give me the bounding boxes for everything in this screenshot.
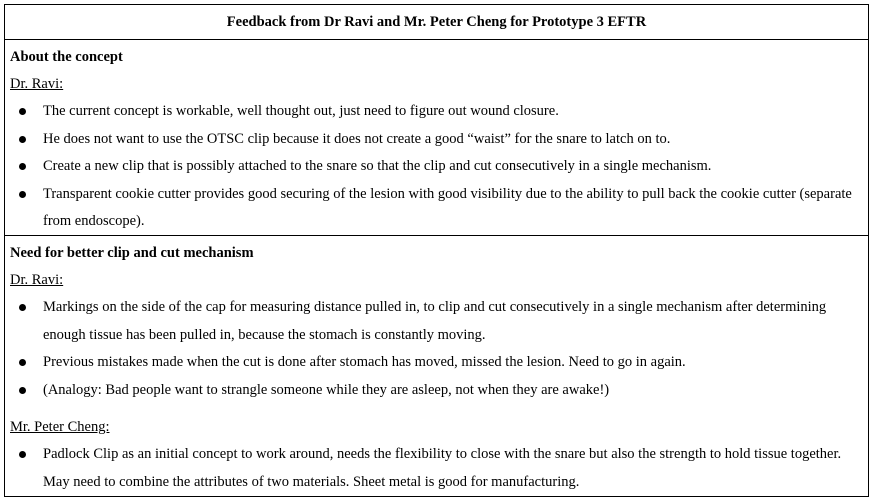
table-title: Feedback from Dr Ravi and Mr. Peter Chen… xyxy=(5,5,868,40)
list-item-text: Create a new clip that is possibly attac… xyxy=(43,158,712,174)
list-item-text: The current concept is workable, well th… xyxy=(43,103,559,119)
bullet-icon xyxy=(19,190,26,198)
list-item-text: (Analogy: Bad people want to strangle so… xyxy=(43,381,610,398)
person-label: Dr. Ravi: xyxy=(10,272,64,288)
list-item: Padlock Clip as an initial concept to wo… xyxy=(10,441,862,496)
list-item-text: Transparent cookie cutter provides good … xyxy=(43,185,852,230)
list-item: Transparent cookie cutter provides good … xyxy=(10,181,862,236)
bullet-icon xyxy=(19,163,26,170)
list-item: He does not want to use the OTSC clip be… xyxy=(10,126,862,154)
list-item: Previous mistakes made when the cut is d… xyxy=(10,349,862,377)
bullet-icon xyxy=(19,451,26,458)
section-about-concept: About the concept Dr. Ravi: The current … xyxy=(5,40,868,236)
section-clip-cut-mechanism: Need for better clip and cut mechanism D… xyxy=(5,236,868,496)
list-item-text: Previous mistakes made when the cut is d… xyxy=(43,354,686,370)
section-heading: About the concept xyxy=(10,49,123,65)
spacer xyxy=(10,404,862,418)
bullet-list: The current concept is workable, well th… xyxy=(10,98,862,236)
person-label: Mr. Peter Cheng: xyxy=(10,419,110,435)
person-label: Dr. Ravi: xyxy=(10,76,64,92)
list-item: Create a new clip that is possibly attac… xyxy=(10,153,862,181)
bullet-list: Padlock Clip as an initial concept to wo… xyxy=(10,441,862,496)
list-item-text: Padlock Clip as an initial concept to wo… xyxy=(43,446,842,490)
list-item-text: He does not want to use the OTSC clip be… xyxy=(43,130,671,147)
bullet-icon xyxy=(19,135,26,143)
list-item: Markings on the side of the cap for meas… xyxy=(10,294,862,349)
list-item: The current concept is workable, well th… xyxy=(10,98,862,126)
section-heading: Need for better clip and cut mechanism xyxy=(10,245,254,261)
bullet-icon xyxy=(19,359,26,366)
bullet-icon xyxy=(19,386,26,394)
bullet-icon xyxy=(19,304,26,311)
feedback-table: Feedback from Dr Ravi and Mr. Peter Chen… xyxy=(4,4,869,497)
list-item: (Analogy: Bad people want to strangle so… xyxy=(10,377,862,405)
list-item-text: Markings on the side of the cap for meas… xyxy=(43,299,827,343)
bullet-icon xyxy=(19,108,26,115)
bullet-list: Markings on the side of the cap for meas… xyxy=(10,294,862,404)
